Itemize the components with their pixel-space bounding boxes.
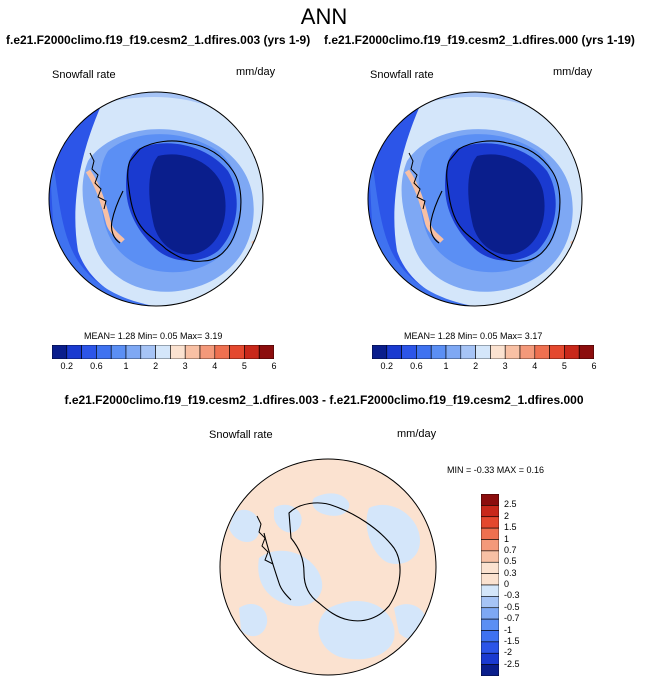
colorbar-difference-swatch xyxy=(481,505,499,518)
colorbar-difference-swatch xyxy=(481,539,499,552)
colorbar-difference-tick-label: -1 xyxy=(504,624,513,635)
colorbar-right-swatch xyxy=(519,345,536,359)
case-title-left: f.e21.F2000climo.f19_f19.cesm2_1.dfires.… xyxy=(6,33,311,47)
colorbar-right-swatch xyxy=(490,345,506,359)
colorbar-left-swatch xyxy=(184,345,201,359)
colorbar-difference-tick-label: 1 xyxy=(504,533,510,544)
colorbar-right-swatch xyxy=(504,345,521,359)
colorbar-difference-swatch xyxy=(481,494,499,506)
colorbar-difference-tick-label: 1.5 xyxy=(504,522,517,533)
colorbar-right-swatch xyxy=(416,345,432,359)
stats-left: MEAN= 1.28 Min= 0.05 Max= 3.19 xyxy=(84,331,223,341)
colorbar-right-swatch xyxy=(578,345,594,359)
colorbar-difference-swatch xyxy=(481,550,499,563)
units-label-right: mm/day xyxy=(553,66,593,78)
polar-map-difference xyxy=(219,458,437,676)
colorbar-left-swatch xyxy=(66,345,82,359)
colorbar-left-swatch xyxy=(125,345,142,359)
stats-right: MEAN= 1.28 Min= 0.05 Max= 3.17 xyxy=(404,331,543,341)
colorbar-difference-tick-label: -0.7 xyxy=(504,613,520,624)
colorbar-difference-tick-label: 0.5 xyxy=(504,556,517,567)
variable-label-right: Snowfall rate xyxy=(370,69,434,81)
colorbar-left-tick-label: 3 xyxy=(182,361,188,371)
colorbar-left-tick-label: 1 xyxy=(123,361,129,371)
colorbar-difference-tick-label: -1.5 xyxy=(504,635,520,646)
colorbar-right-swatch xyxy=(475,345,491,359)
colorbar-difference-swatch xyxy=(481,607,499,620)
variable-label-diff: Snowfall rate xyxy=(209,429,273,441)
colorbar-right-swatch xyxy=(534,345,550,359)
colorbar-difference-tick-label: 2 xyxy=(504,510,510,521)
colorbar-left-swatch xyxy=(199,345,216,359)
colorbar-difference-swatch xyxy=(481,516,499,529)
colorbar-difference xyxy=(481,494,499,676)
colorbar-difference-tick-label: -0.5 xyxy=(504,601,520,612)
colorbar-difference-tick-label: 0 xyxy=(504,579,510,589)
colorbar-right-tick-label: 0.6 xyxy=(410,361,423,371)
colorbar-left-swatch xyxy=(96,345,112,359)
colorbar-left-tick-label: 4 xyxy=(212,361,218,371)
colorbar-right-swatch xyxy=(445,345,462,359)
colorbar-right-tick-label: 4 xyxy=(532,361,538,371)
units-label-diff: mm/day xyxy=(397,428,437,440)
colorbar-right-tick-label: 5 xyxy=(561,361,567,371)
colorbar-difference-tick-label: -2.5 xyxy=(504,658,520,669)
colorbar-left xyxy=(52,345,274,359)
colorbar-difference-swatch xyxy=(481,664,499,676)
colorbar-difference-swatch xyxy=(481,652,499,665)
colorbar-right-tick-label: 6 xyxy=(591,361,597,371)
difference-title: f.e21.F2000climo.f19_f19.cesm2_1.dfires.… xyxy=(64,393,584,407)
colorbar-left-swatch xyxy=(52,345,68,359)
season-title: ANN xyxy=(300,4,348,29)
colorbar-right-tick-label: 0.2 xyxy=(380,361,394,371)
colorbar-left-swatch xyxy=(140,345,156,359)
stats-diff: MIN = -0.33 MAX = 0.16 xyxy=(447,465,545,475)
colorbar-left-swatch xyxy=(155,345,171,359)
polar-map-left xyxy=(48,91,264,307)
colorbar-left-swatch xyxy=(214,345,230,359)
colorbar-difference-tick-label: 2.5 xyxy=(504,499,517,510)
colorbar-difference-tick-label: 0.3 xyxy=(504,567,517,578)
colorbar-left-tick-label: 5 xyxy=(241,361,247,371)
colorbar-difference-swatch xyxy=(481,584,499,597)
colorbar-right-swatch xyxy=(401,345,417,359)
colorbar-right-swatch xyxy=(460,345,476,359)
colorbar-left-tick-label: 0.6 xyxy=(90,361,103,371)
colorbar-left-swatch xyxy=(110,345,127,359)
colorbar-right-tick-label: 1 xyxy=(443,361,449,371)
colorbar-left-swatch xyxy=(229,345,245,359)
variable-label-left: Snowfall rate xyxy=(52,69,116,81)
colorbar-difference-swatch xyxy=(481,527,499,540)
colorbar-left-tick-label: 6 xyxy=(271,361,277,371)
units-label-left: mm/day xyxy=(236,66,276,78)
colorbar-ticks-left: 0.2 0.6 1 2 3 4 5 6 xyxy=(52,361,277,373)
colorbar-difference-swatch xyxy=(481,641,499,654)
colorbar-ticks-right: 0.2 0.6 1 2 3 4 5 6 xyxy=(372,361,597,373)
colorbar-left-swatch xyxy=(258,345,274,359)
colorbar-ticks-difference: 2.5 2 1.5 1 0.7 0.5 0.3 0 -0.3 -0.5 -0.7 -1 -1.5 -2 -2… xyxy=(504,494,544,676)
polar-map-right xyxy=(367,91,583,307)
colorbar-left-tick-label: 0.2 xyxy=(60,361,74,371)
colorbar-right-tick-label: 3 xyxy=(502,361,508,371)
colorbar-right-swatch xyxy=(372,345,388,359)
colorbar-right-tick-label: 2 xyxy=(473,361,479,371)
colorbar-right-swatch xyxy=(549,345,565,359)
case-title-right: f.e21.F2000climo.f19_f19.cesm2_1.dfires.… xyxy=(324,33,635,47)
colorbar-difference-swatch xyxy=(481,630,499,643)
colorbar-left-swatch xyxy=(81,345,97,359)
colorbar-difference-swatch xyxy=(481,618,499,631)
colorbar-left-swatch xyxy=(170,345,186,359)
colorbar-difference-tick-label: -2 xyxy=(504,647,513,658)
colorbar-right-swatch xyxy=(386,345,402,359)
colorbar-difference-tick-label: -0.3 xyxy=(504,590,520,601)
colorbar-difference-swatch xyxy=(481,596,499,609)
colorbar-difference-swatch xyxy=(481,561,499,574)
colorbar-difference-tick-label: 0.7 xyxy=(504,544,517,555)
colorbar-left-swatch xyxy=(244,345,260,359)
colorbar-right xyxy=(372,345,594,359)
colorbar-right-swatch xyxy=(564,345,580,359)
colorbar-right-swatch xyxy=(430,345,447,359)
colorbar-difference-swatch xyxy=(481,573,499,586)
colorbar-left-tick-label: 2 xyxy=(153,361,159,371)
